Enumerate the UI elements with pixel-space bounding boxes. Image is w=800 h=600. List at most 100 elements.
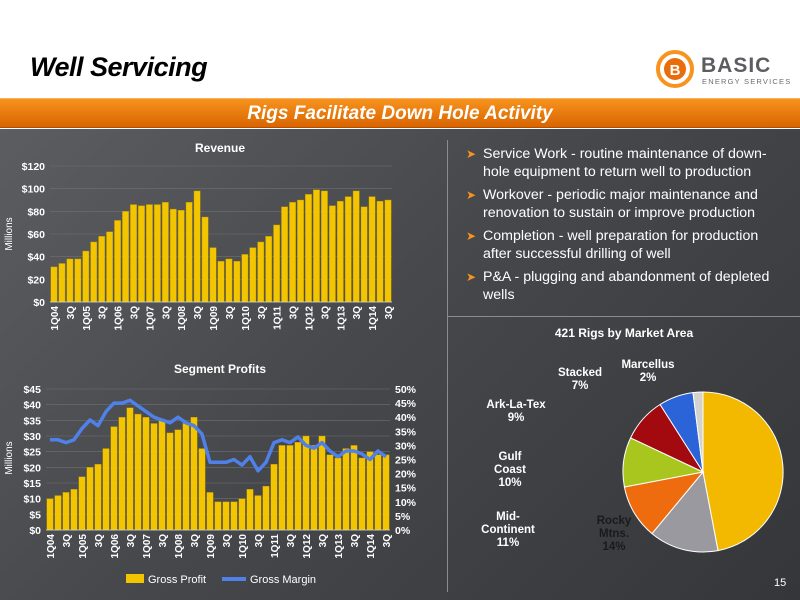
segment-y2tick-label: 30% <box>395 440 417 452</box>
revenue-bar <box>169 208 177 303</box>
segment-xtick-label: 3Q <box>190 534 201 548</box>
arrow-icon: ➤ <box>466 147 477 161</box>
segment-bar <box>326 454 334 531</box>
revenue-bar <box>217 260 225 303</box>
segment-y2tick-label: 0% <box>395 525 411 537</box>
revenue-xtick-label: 3Q <box>289 306 300 320</box>
revenue-bar <box>90 241 98 303</box>
revenue-xtick-label: 1Q09 <box>209 306 220 331</box>
revenue-bar <box>98 236 106 303</box>
revenue-bar <box>114 220 121 303</box>
revenue-ytick-label: $0 <box>33 297 45 309</box>
segment-ytick-label: $0 <box>29 525 41 537</box>
revenue-ytick-label: $20 <box>27 274 45 286</box>
revenue-bar <box>66 258 74 303</box>
horizontal-divider <box>447 316 800 317</box>
segment-bar <box>230 501 238 531</box>
segment-bar <box>246 489 254 531</box>
segment-bar <box>358 457 366 531</box>
revenue-bar <box>106 231 114 303</box>
revenue-ytick-label: $120 <box>22 161 46 173</box>
segment-y2tick-label: 25% <box>395 455 417 467</box>
pie-label-stacked: Stacked 7% <box>558 367 602 392</box>
revenue-bar <box>336 200 344 303</box>
segment-bar <box>174 429 182 531</box>
revenue-xtick-label: 3Q <box>193 306 204 320</box>
segment-ytick-label: $30 <box>23 431 41 443</box>
segment-ylabel: Millions <box>4 441 15 474</box>
segment-xtick-label: 1Q11 <box>270 534 281 558</box>
segment-bar <box>342 448 350 531</box>
segment-bar <box>70 489 78 531</box>
rigs-pie-chart: 421 Rigs by Market Area PermianBasin47%R… <box>481 326 784 553</box>
segment-y2tick-label: 45% <box>395 398 417 410</box>
segment-bar <box>134 413 142 531</box>
revenue-bar <box>50 266 58 303</box>
segment-bar <box>118 417 126 531</box>
revenue-bar <box>281 206 289 303</box>
revenue-bar <box>122 211 129 303</box>
revenue-bar <box>193 190 201 303</box>
revenue-bar <box>352 190 360 303</box>
segment-bar <box>294 442 302 531</box>
logo-core-icon <box>664 58 686 80</box>
logo-tagline: ENERGY SERVICES <box>702 77 790 86</box>
revenue-bar <box>344 196 352 303</box>
revenue-bar <box>58 263 66 303</box>
segment-xtick-label: 3Q <box>318 534 329 548</box>
segment-profits-chart: Segment Profits Millions $0 $5 $10 $15 $20 $2… <box>4 362 417 586</box>
bullet-service-work: ➤ Service Work - routine maintenance of d… <box>466 146 767 180</box>
revenue-xtick-label: 3Q <box>225 306 236 320</box>
segment-bar <box>334 457 342 531</box>
revenue-bar <box>130 204 137 303</box>
segment-bar <box>94 463 102 531</box>
revenue-bar <box>177 209 185 303</box>
revenue-xtick-label: 3Q <box>257 306 268 320</box>
segment-bar <box>126 407 134 531</box>
segment-ytick-label: $15 <box>23 478 41 490</box>
revenue-bar <box>257 241 265 303</box>
segment-xtick-label: 3Q <box>126 534 137 548</box>
logo-ring-icon <box>656 50 694 88</box>
segment-bar <box>166 432 174 531</box>
vertical-divider <box>447 140 448 592</box>
segment-bar <box>350 445 358 531</box>
segment-xtick-label: 1Q06 <box>110 534 121 559</box>
segment-xtick-label: 1Q04 <box>46 534 57 559</box>
page-title: Well Servicing <box>30 52 208 82</box>
revenue-bar <box>289 202 296 303</box>
revenue-chart: Revenue Millions $0 $20 $40 $60 $80 $100 $120 1… <box>4 141 395 331</box>
segment-xtick-label: 3Q <box>382 534 393 548</box>
revenue-bar <box>376 200 384 303</box>
segment-bar <box>366 451 374 531</box>
bullet-list: ➤ Service Work - routine maintenance of d… <box>466 145 786 309</box>
bullet-workover: ➤ Workover - periodic major maintenance a… <box>466 187 758 221</box>
revenue-xtick-label: 3Q <box>352 306 363 320</box>
revenue-bar <box>138 205 145 303</box>
segment-bar <box>374 454 382 531</box>
segment-bar <box>278 445 286 531</box>
segment-ytick-label: $40 <box>23 400 41 412</box>
segment-xtick-label: 3Q <box>62 534 73 548</box>
revenue-bar <box>360 206 368 303</box>
revenue-xtick-label: 3Q <box>384 306 395 320</box>
segment-xtick-label: 3Q <box>94 534 105 548</box>
revenue-bar <box>321 190 328 303</box>
revenue-chart-title: Revenue <box>195 141 245 155</box>
segment-xtick-label: 1Q14 <box>366 534 377 559</box>
segment-bar <box>270 463 278 531</box>
segment-bar <box>222 501 230 531</box>
segment-ytick-label: $35 <box>23 415 41 427</box>
revenue-bar <box>328 205 336 303</box>
segment-y2tick-label: 15% <box>395 483 417 495</box>
pie-chart-title: 421 Rigs by Market Area <box>555 326 694 340</box>
revenue-xtick-label: 1Q11 <box>273 306 284 330</box>
revenue-bar <box>384 199 392 303</box>
segment-bar <box>150 423 158 531</box>
segment-y2tick-label: 10% <box>395 497 417 509</box>
revenue-bar <box>74 258 82 303</box>
basic-energy-logo: B BASIC ENERGY SERVICES <box>656 50 790 88</box>
revenue-xtick-label: 1Q10 <box>241 306 252 331</box>
segment-bar <box>214 501 222 531</box>
revenue-ytick-label: $60 <box>27 229 45 241</box>
